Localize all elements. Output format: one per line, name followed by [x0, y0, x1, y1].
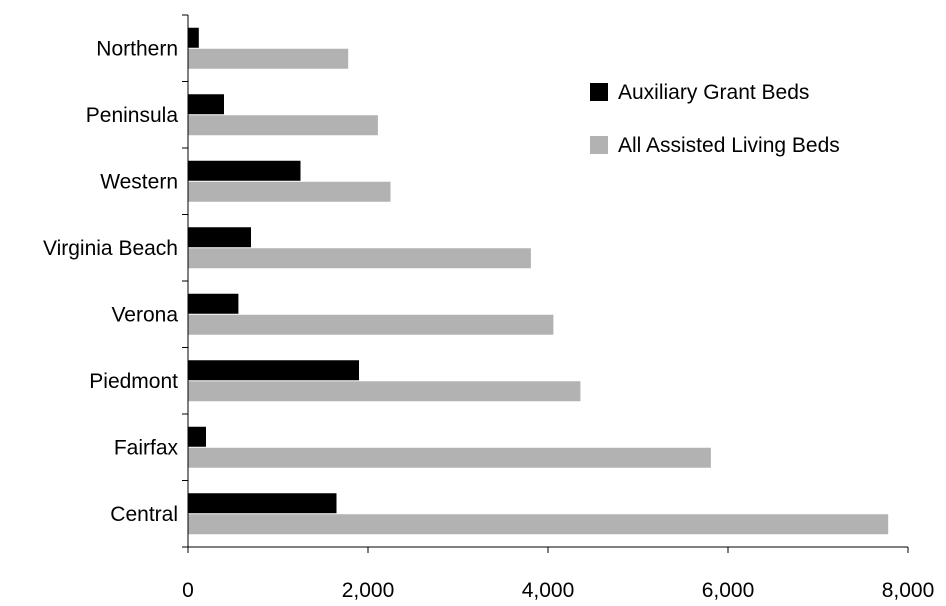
bars-group	[188, 27, 889, 535]
category-label: Peninsula	[86, 104, 179, 127]
axes-group	[182, 14, 909, 553]
legend-swatch	[590, 136, 608, 154]
x-tick-label: 2,000	[342, 579, 395, 602]
x-tick-label: 0	[182, 579, 194, 602]
bar-auxiliary-virginia-beach	[188, 227, 251, 248]
x-tick-label: 4,000	[522, 579, 575, 602]
bar-all-assisted-peninsula	[188, 115, 378, 136]
bar-all-assisted-fairfax	[188, 447, 711, 468]
bar-auxiliary-central	[188, 493, 337, 514]
category-label: Verona	[111, 303, 178, 326]
bar-auxiliary-western	[188, 160, 301, 181]
category-label: Northern	[96, 37, 178, 60]
bar-all-assisted-virginia-beach	[188, 248, 531, 269]
bar-all-assisted-northern	[188, 48, 349, 69]
x-tick-label: 8,000	[882, 579, 935, 602]
category-label: Piedmont	[89, 370, 178, 393]
bar-auxiliary-peninsula	[188, 94, 224, 115]
bar-all-assisted-central	[188, 514, 889, 535]
bar-all-assisted-western	[188, 181, 391, 202]
bar-auxiliary-piedmont	[188, 360, 359, 381]
bar-auxiliary-verona	[188, 293, 239, 314]
bar-all-assisted-piedmont	[188, 381, 581, 402]
category-labels-group: Northern Peninsula Western Virginia Beach Ve…	[43, 37, 179, 526]
category-label: Virginia Beach	[43, 237, 178, 260]
category-label: Fairfax	[114, 436, 179, 459]
legend: Auxiliary Grant Beds All Assisted Living …	[590, 81, 840, 157]
legend-swatch	[590, 83, 608, 101]
bar-all-assisted-verona	[188, 314, 554, 335]
bar-auxiliary-northern	[188, 27, 199, 48]
legend-label: All Assisted Living Beds	[618, 134, 840, 157]
category-label: Western	[100, 170, 178, 193]
category-label: Central	[110, 503, 178, 526]
bar-auxiliary-fairfax	[188, 426, 206, 447]
x-tick-label: 6,000	[702, 579, 755, 602]
x-tick-labels-group: 0 2,000 4,000 6,000 8,000	[182, 579, 934, 602]
legend-label: Auxiliary Grant Beds	[618, 81, 809, 104]
